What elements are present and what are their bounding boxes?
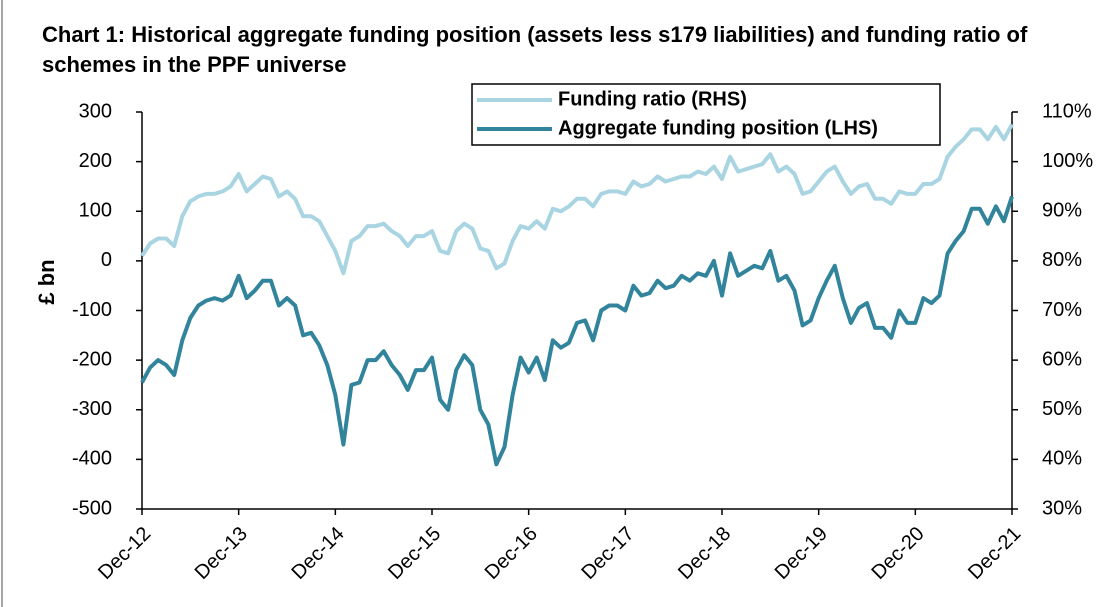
y2-tick-label: 90% <box>1042 200 1082 222</box>
x-tick-label: Dec-16 <box>481 523 542 584</box>
y2-tick-label: 60% <box>1042 348 1082 370</box>
y2-tick-label: 110% <box>1042 100 1092 122</box>
y2-tick-label: 30% <box>1042 497 1082 519</box>
y-axis-label: £ bn <box>34 259 59 304</box>
chart-title: Chart 1: Historical aggregate funding po… <box>42 22 1028 77</box>
y2-tick-label: 40% <box>1042 448 1082 470</box>
legend-label: Aggregate funding position (LHS) <box>558 117 878 139</box>
y-tick-label: 0 <box>101 249 112 271</box>
y2-tick-label: 100% <box>1042 150 1093 172</box>
x-tick-label: Dec-13 <box>191 523 252 584</box>
y-tick-label: 200 <box>79 150 112 172</box>
x-tick-label: Dec-12 <box>94 523 155 584</box>
y2-tick-label: 50% <box>1042 398 1082 420</box>
y-tick-label: -100 <box>72 299 112 321</box>
series-line <box>140 123 1014 276</box>
y2-tick-label: 80% <box>1042 249 1082 271</box>
series-line <box>140 195 1014 467</box>
y-tick-label: -500 <box>72 497 112 519</box>
x-tick-label: Dec-18 <box>674 523 735 584</box>
y-tick-label: -400 <box>72 448 112 470</box>
x-tick-label: Dec-17 <box>577 523 638 584</box>
x-tick-label: Dec-21 <box>964 523 1025 584</box>
legend <box>471 83 941 146</box>
y-tick-label: 300 <box>79 100 112 122</box>
y-tick-label: 100 <box>79 200 112 222</box>
legend-label: Funding ratio (RHS) <box>558 88 747 110</box>
x-tick-label: Dec-14 <box>287 523 348 584</box>
x-tick-label: Dec-19 <box>771 523 832 584</box>
x-tick-label: Dec-15 <box>384 523 445 584</box>
x-tick-label: Dec-20 <box>867 523 928 584</box>
y2-tick-label: 70% <box>1042 299 1082 321</box>
y-tick-label: -200 <box>72 348 112 370</box>
y-tick-label: -300 <box>72 398 112 420</box>
